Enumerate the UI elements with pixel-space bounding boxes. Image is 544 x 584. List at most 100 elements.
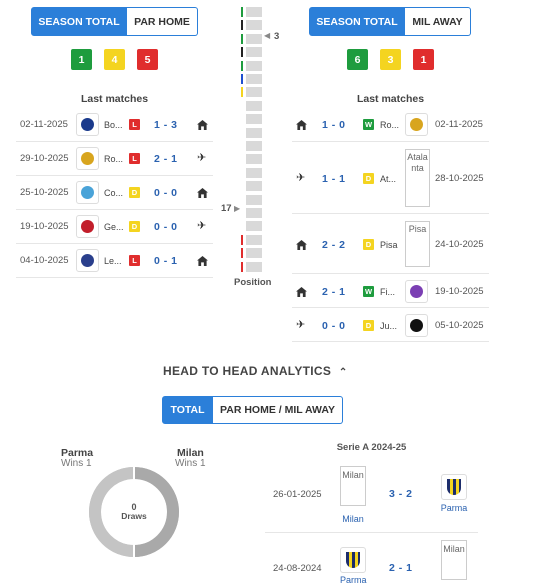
match-row[interactable]: 29-10-2025 Ro... L 2 - 1 ✈ bbox=[16, 142, 213, 176]
match-row[interactable]: 02-11-2025 Bo... L 1 - 3 bbox=[16, 108, 213, 142]
match-score[interactable]: 2 - 2 bbox=[322, 238, 346, 251]
home-icon bbox=[296, 119, 307, 130]
match-score[interactable]: 0 - 0 bbox=[154, 186, 178, 199]
match-date: 26-01-2025 bbox=[273, 489, 322, 500]
wins-badge: 6 bbox=[347, 49, 368, 70]
team-crest bbox=[76, 249, 99, 272]
last-matches-title-right: Last matches bbox=[356, 93, 425, 105]
match-score[interactable]: 1 - 0 bbox=[322, 118, 346, 131]
match-row[interactable]: ✈ 1 - 1 D At... Atalanta 28-10-2025 bbox=[292, 144, 489, 214]
position-bar bbox=[246, 33, 262, 44]
position-marker bbox=[241, 60, 243, 71]
result-badge: W bbox=[363, 119, 374, 130]
position-bar bbox=[246, 127, 262, 138]
crest-icon bbox=[410, 285, 423, 298]
crest-icon bbox=[81, 254, 94, 267]
top-position-value: 3 bbox=[274, 31, 280, 42]
position-bar bbox=[246, 100, 262, 111]
losses-badge: 1 bbox=[413, 49, 434, 70]
tab-mil-away[interactable]: MIL AWAY bbox=[405, 7, 471, 36]
tab-season-total-left[interactable]: SEASON TOTAL bbox=[31, 7, 127, 36]
match-row[interactable]: 04-10-2025 Le... L 0 - 1 bbox=[16, 244, 213, 278]
home-icon bbox=[197, 255, 208, 266]
match-score[interactable]: 0 - 0 bbox=[322, 319, 346, 332]
result-badge: L bbox=[129, 153, 140, 164]
match-row[interactable]: 2 - 1 W Fi... 19-10-2025 bbox=[292, 276, 489, 308]
home-team-name: Parma bbox=[61, 447, 94, 459]
match-score[interactable]: 0 - 1 bbox=[154, 254, 178, 267]
match-score[interactable]: 0 - 0 bbox=[154, 220, 178, 233]
match-score[interactable]: 2 - 1 bbox=[389, 562, 413, 574]
position-bar bbox=[246, 221, 262, 232]
tab-par-home-mil-away[interactable]: PAR HOME / MIL AWAY bbox=[213, 396, 343, 424]
crest-icon bbox=[81, 152, 94, 165]
away-team-name[interactable]: Parma bbox=[440, 503, 468, 513]
team-name[interactable]: Ju... bbox=[380, 320, 398, 331]
team-name[interactable]: Ge... bbox=[104, 221, 124, 232]
position-marker bbox=[241, 248, 243, 259]
team-name[interactable]: Co... bbox=[104, 187, 124, 198]
match-row[interactable]: 19-10-2025 Ge... D 0 - 0 ✈ bbox=[16, 210, 213, 244]
home-team-crest: Milan bbox=[340, 466, 366, 506]
bottom-position-value: 17 bbox=[221, 203, 232, 214]
team-name[interactable]: Le... bbox=[104, 255, 122, 266]
draws-badge: 4 bbox=[104, 49, 125, 70]
result-badge: L bbox=[129, 119, 140, 130]
match-score[interactable]: 3 - 2 bbox=[389, 488, 413, 500]
match-date: 24-10-2025 bbox=[435, 239, 484, 250]
position-marker bbox=[241, 20, 243, 31]
wins-badge: 1 bbox=[71, 49, 92, 70]
position-bar bbox=[246, 20, 262, 31]
match-row[interactable]: ✈ 0 - 0 D Ju... 05-10-2025 bbox=[292, 310, 489, 342]
position-bar bbox=[246, 7, 262, 17]
position-bar bbox=[246, 248, 262, 259]
match-score[interactable]: 2 - 1 bbox=[154, 152, 178, 165]
match-row[interactable]: 1 - 0 W Ro... 02-11-2025 bbox=[292, 108, 489, 142]
shield-icon bbox=[447, 479, 461, 495]
match-row[interactable]: 25-10-2025 Co... D 0 - 0 bbox=[16, 176, 213, 210]
home-team-crest bbox=[340, 547, 366, 573]
plane-icon: ✈ bbox=[296, 172, 306, 184]
bottom-position-pointer: ▶ bbox=[234, 204, 241, 213]
team-name[interactable]: Ro... bbox=[380, 119, 400, 130]
team-crest bbox=[405, 314, 428, 337]
position-label: Position bbox=[234, 277, 272, 288]
h2h-title-text: HEAD TO HEAD ANALYTICS bbox=[163, 364, 332, 378]
home-team-name[interactable]: Parma bbox=[340, 575, 367, 584]
h2h-match-row[interactable]: 26-01-2025 Milan Milan 3 - 2 Parma bbox=[265, 461, 478, 533]
team-name[interactable]: Pisa bbox=[380, 239, 398, 250]
position-bar bbox=[246, 261, 262, 272]
team-crest bbox=[405, 280, 428, 303]
match-score[interactable]: 1 - 1 bbox=[322, 172, 346, 185]
h2h-title[interactable]: HEAD TO HEAD ANALYTICS ⌃ bbox=[163, 364, 348, 378]
team-name[interactable]: Bo... bbox=[104, 119, 123, 130]
chevron-up-icon: ⌃ bbox=[338, 367, 348, 378]
crest-icon bbox=[81, 220, 94, 233]
right-tabs: SEASON TOTAL MIL AWAY bbox=[309, 7, 471, 36]
match-date: 02-11-2025 bbox=[20, 119, 68, 130]
position-bar bbox=[246, 60, 262, 71]
match-row[interactable]: 2 - 2 D Pisa Pisa 24-10-2025 bbox=[292, 216, 489, 274]
home-icon bbox=[296, 239, 307, 250]
position-marker bbox=[241, 261, 243, 272]
draws-count: 0 bbox=[131, 502, 137, 512]
team-name[interactable]: At... bbox=[380, 173, 397, 184]
match-score[interactable]: 2 - 1 bbox=[322, 285, 346, 298]
position-marker bbox=[241, 234, 243, 245]
crest-icon bbox=[410, 319, 423, 332]
tab-total[interactable]: TOTAL bbox=[162, 396, 213, 424]
away-team-crest: Milan bbox=[441, 540, 467, 580]
result-badge: D bbox=[363, 173, 374, 184]
tab-season-total-right[interactable]: SEASON TOTAL bbox=[309, 7, 405, 36]
result-badge: W bbox=[363, 286, 374, 297]
team-name[interactable]: Ro... bbox=[104, 153, 124, 164]
team-name[interactable]: Fi... bbox=[380, 286, 395, 297]
match-date: 24-08-2024 bbox=[273, 563, 322, 574]
home-team-name[interactable]: Milan bbox=[342, 514, 364, 524]
match-score[interactable]: 1 - 3 bbox=[154, 118, 178, 131]
home-wins-arc bbox=[89, 467, 135, 557]
tab-par-home[interactable]: PAR HOME bbox=[127, 7, 198, 36]
match-date: 05-10-2025 bbox=[435, 320, 484, 331]
position-bar bbox=[246, 47, 262, 58]
